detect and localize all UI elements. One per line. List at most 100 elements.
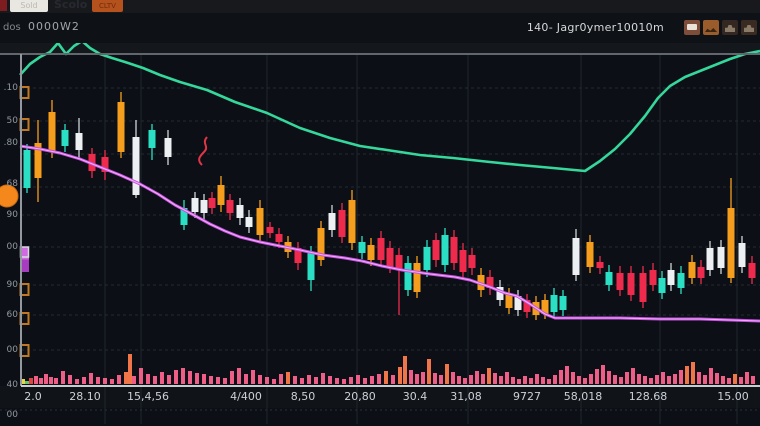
volume-bar [153,376,157,384]
volume-bar [181,368,185,384]
volume-bar [391,375,395,384]
candle-body [23,150,31,188]
volume-bar [342,379,346,384]
y-axis-label: 00 [6,345,18,355]
landmark-icon[interactable] [722,20,738,35]
candle-body [338,210,346,237]
candle-body [459,250,467,272]
volume-bar [631,368,635,384]
tools-icon[interactable] [741,20,757,35]
candle-body [328,213,336,230]
candle-body [697,267,705,278]
volume-bar [44,374,48,384]
volume-bar [691,362,695,384]
volume-bar [487,368,491,384]
volume-bar [237,368,241,384]
volume-bar [637,374,641,384]
candle-body [596,262,604,268]
volume-bar [475,371,479,384]
x-axis-label: 15.00 [717,390,749,403]
x-axis-label: 9727 [513,390,541,403]
volume-bar [673,374,677,384]
volume-bar [421,372,425,384]
sold-button[interactable]: Sold [10,0,48,12]
panel-icon[interactable] [684,20,700,35]
volume-bar [195,373,199,384]
volume-bar [82,377,86,384]
volume-bar [547,379,551,384]
chart-background [0,43,760,426]
candle-body [348,200,356,243]
volume-bar [415,374,419,384]
volume-bar [619,377,623,384]
volume-bar [146,374,150,384]
volume-bar [649,378,653,384]
volume-bar [251,370,255,384]
y-axis-label: 00 [6,242,18,252]
volume-bar [643,376,647,384]
volume-bar [607,371,611,384]
candle-body [706,248,714,270]
candle-body [75,133,83,150]
volume-bar [279,374,283,384]
volume-bar [565,366,569,384]
chart-title: 140- Jagr0ymer10010m [526,21,664,34]
symbol-name[interactable]: 0000W2 [28,20,80,33]
volume-bar [124,372,128,384]
candle-body [164,138,172,157]
volume-bar [433,373,437,384]
volume-bar [463,378,467,384]
y-axis-label: 60 [6,310,18,320]
volume-bar [535,374,539,384]
candle-body [586,242,594,267]
ma-line-magenta-core [19,145,760,322]
volume-bar [223,378,227,384]
chart-top-band [0,43,760,54]
volume-bar [559,370,563,384]
candle-body [541,300,549,314]
volume-bar [68,375,72,384]
volume-bar [667,376,671,384]
volume-bar [517,379,521,384]
volume-bar [583,378,587,384]
candle-body [61,130,69,146]
volume-bar [128,354,132,384]
info-bar: dos 0000W2 140- Jagr0ymer10010m [0,13,760,43]
candle-body [395,255,403,270]
candle-body [496,287,504,300]
candle-body [34,143,42,178]
candle-body [688,262,696,278]
volume-bar [96,377,100,384]
candle-body [377,238,385,260]
candle-body [658,278,666,293]
candle-body [132,137,140,195]
volume-bar [493,373,497,384]
volume-bar [745,372,749,384]
volume-bar [541,377,545,384]
volume-bar [403,356,407,384]
volume-bar [445,364,449,384]
volume-bar [679,370,683,384]
volume-bar [328,376,332,384]
candle-body [386,248,394,267]
volume-bar [625,372,629,384]
volume-bar [139,368,143,384]
candle-body [358,242,366,253]
candle-body [677,273,685,288]
volume-bar [174,370,178,384]
candle-body [404,263,412,290]
volume-bar [307,375,311,384]
volume-bar [188,371,192,384]
x-axis-label: 128.68 [628,390,668,403]
volume-bar [167,375,171,384]
volume-bar [349,377,353,384]
x-axis-label: 31,08 [450,390,482,403]
cltv-button[interactable]: CLTV [92,0,123,12]
candle-body [208,198,216,208]
candle-body [367,245,375,260]
volume-bar [363,378,367,384]
chart-icon[interactable] [703,20,719,35]
x-axis-label: 28.10 [69,390,101,403]
